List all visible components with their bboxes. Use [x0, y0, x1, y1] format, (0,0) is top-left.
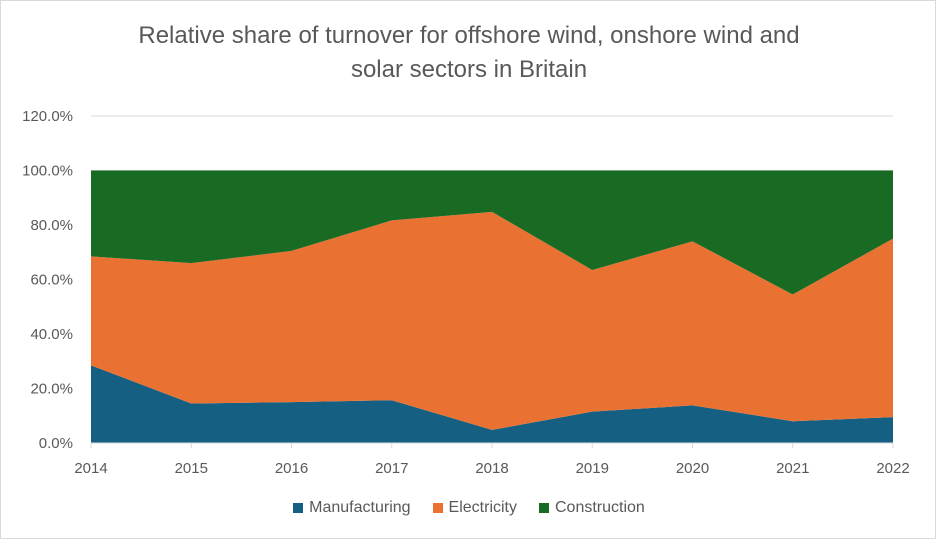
legend-swatch-electricity: [432, 503, 443, 513]
x-tick-label: 2016: [275, 460, 308, 477]
chart-title-line-2: solar sectors in Britain: [350, 56, 588, 83]
x-tick-label: 2015: [175, 460, 208, 477]
legend-label-electricity: Electricity: [448, 499, 517, 516]
y-tick-label: 80.0%: [30, 217, 73, 234]
y-tick-label: 120.0%: [22, 108, 73, 125]
legend-label-construction: Construction: [555, 499, 645, 516]
x-tick-label: 2020: [676, 460, 709, 477]
x-tick-label: 2018: [475, 460, 508, 477]
x-tick-label: 2022: [876, 460, 909, 477]
legend-item-construction: Construction: [539, 499, 645, 517]
y-tick-label: 20.0%: [30, 381, 73, 398]
area-electricity: [91, 211, 893, 430]
area-series: [91, 170, 893, 443]
chart-title: Relative share of turnover for offshore …: [1, 19, 936, 87]
area-construction: [91, 170, 893, 295]
y-tick-label: 100.0%: [22, 163, 73, 180]
legend-swatch-construction: [539, 503, 549, 513]
legend-label-manufacturing: Manufacturing: [309, 499, 411, 516]
legend-swatch-manufacturing: [293, 503, 304, 513]
x-tick-label: 2017: [375, 460, 408, 477]
area-manufacturing: [91, 365, 893, 443]
x-tick-label: 2021: [776, 460, 809, 477]
legend-item-electricity: Electricity: [432, 499, 517, 517]
x-axis: 2014 2015 2016 2017 2018 2019 2020 2021 2022: [74, 442, 910, 477]
x-tick-label: 2019: [576, 460, 609, 477]
legend-item-manufacturing: Manufacturing: [293, 499, 411, 517]
y-tick-label: 0.0%: [39, 435, 73, 452]
legend: Manufacturing Electricity Construction: [1, 499, 936, 517]
y-tick-label: 60.0%: [30, 272, 73, 289]
chart-title-line-1: Relative share of turnover for offshore …: [138, 22, 800, 49]
y-axis: 0.0% 20.0% 40.0% 60.0% 80.0% 100.0% 120.0%: [22, 108, 73, 452]
x-tick-label: 2014: [74, 460, 107, 477]
y-tick-label: 40.0%: [30, 326, 73, 343]
